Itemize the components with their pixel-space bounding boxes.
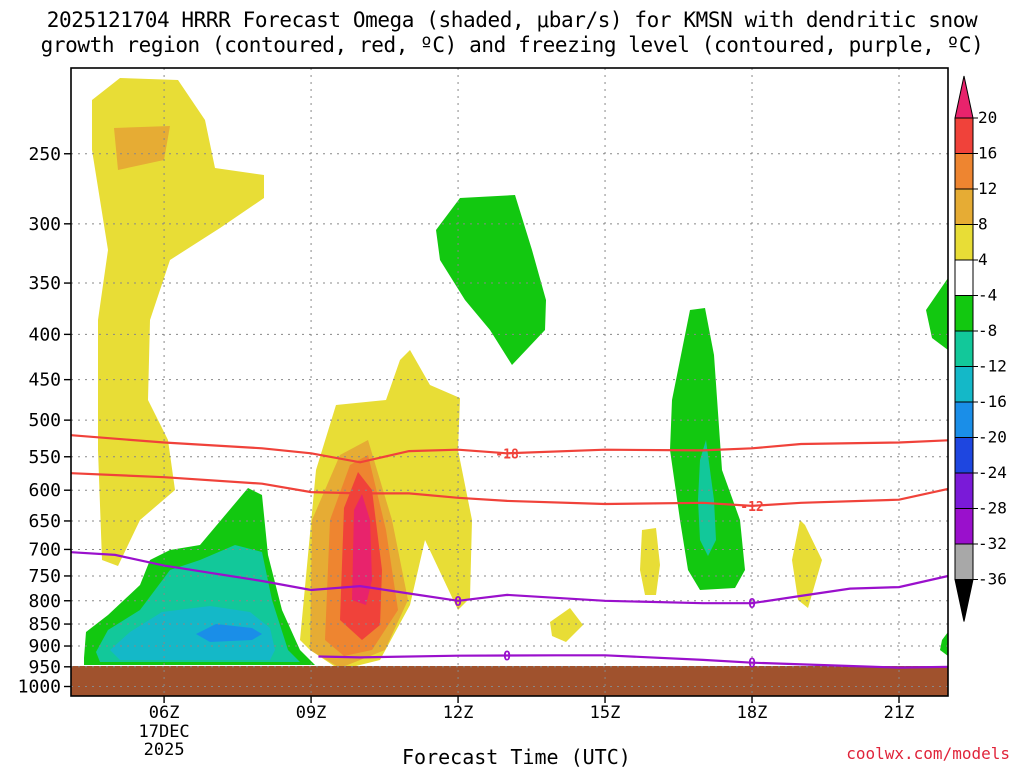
contour-label: 0 (503, 650, 511, 665)
colorbar-label: 20 (978, 108, 997, 127)
y-tick-label: 300 (28, 214, 61, 235)
colorbar-label: -24 (978, 463, 1007, 482)
x-date-label: 17DEC (138, 722, 189, 742)
colorbar-cell (954, 579, 974, 622)
chart-title: 2025121704 HRRR Forecast Omega (shaded, … (0, 8, 1024, 58)
chart-title-line2: growth region (contoured, red, ºC) and f… (40, 33, 984, 57)
y-tick-label: 850 (28, 614, 61, 635)
colorbar-label: -20 (978, 428, 1007, 447)
x-tick-label: 09Z (296, 703, 327, 723)
colorbar-cell (954, 259, 974, 296)
colorbar-label: -36 (978, 570, 1007, 589)
y-tick-label: 700 (28, 539, 61, 560)
contour-line (70, 434, 949, 464)
y-tick-label: 1000 (18, 677, 61, 698)
omega-region-neg12 (698, 440, 716, 556)
omega-region-neg20 (196, 624, 262, 642)
y-tick-label: 400 (28, 324, 61, 345)
y-axis-ticks: 2503003504004505005506006507007508008509… (18, 144, 71, 698)
contour-label: 0 (748, 657, 756, 672)
contour-labels: -18 -12 0 0 0 0 (454, 447, 764, 672)
contour-line (70, 551, 949, 605)
y-tick-label: 500 (28, 410, 61, 431)
contour-label: 0 (748, 597, 756, 612)
omega-region-20 (352, 494, 372, 605)
omega-region-4 (792, 520, 822, 608)
colorbar-label: -16 (978, 392, 1007, 411)
colorbar-cell (954, 366, 974, 403)
contour-label: 0 (454, 595, 462, 610)
omega-region-4 (92, 78, 264, 566)
y-tick-label: 250 (28, 144, 61, 165)
y-tick-label: 550 (28, 447, 61, 468)
ground-surface (71, 666, 948, 696)
colorbar: 20 16 12 8 4 -4 -8 -12 -16 -20 -24 -28 -32 -36 (954, 75, 1007, 622)
y-tick-label: 800 (28, 591, 61, 612)
colorbar-cell (954, 472, 974, 509)
colorbar-label: 8 (978, 215, 988, 234)
credit-link[interactable]: coolwx.com/models (846, 744, 1010, 763)
contour-line (70, 472, 949, 508)
omega-region-neg8 (670, 308, 745, 590)
colorbar-cell (954, 117, 974, 154)
colorbar-cell (954, 153, 974, 190)
colorbar-label: 16 (978, 144, 997, 163)
y-tick-label: 600 (28, 480, 61, 501)
omega-shading (84, 78, 948, 670)
colorbar-cell (954, 75, 974, 119)
y-tick-label: 950 (28, 657, 61, 678)
x-tick-label: 06Z (149, 703, 180, 723)
colorbar-label: -4 (978, 286, 997, 305)
colorbar-cell (954, 295, 974, 332)
colorbar-label: 4 (978, 250, 988, 269)
colorbar-label: 12 (978, 179, 997, 198)
omega-region-neg8 (436, 195, 546, 365)
y-tick-label: 450 (28, 370, 61, 391)
contour-line (318, 654, 949, 669)
omega-region-4 (640, 528, 660, 595)
omega-region-8 (114, 126, 170, 170)
plot-frame (70, 67, 949, 697)
colorbar-label: -8 (978, 321, 997, 340)
y-tick-label: 650 (28, 511, 61, 532)
contour-label: -12 (740, 500, 763, 515)
colorbar-cell (954, 508, 974, 545)
x-tick-label: 15Z (590, 703, 621, 723)
colorbar-cell (954, 330, 974, 367)
colorbar-cell (954, 543, 974, 580)
x-tick-label: 21Z (884, 703, 915, 723)
y-tick-label: 750 (28, 566, 61, 587)
colorbar-cell (954, 437, 974, 474)
colorbar-label: -12 (978, 357, 1007, 376)
x-tick-label: 18Z (737, 703, 768, 723)
omega-region-neg8 (940, 632, 948, 656)
contour-label: -18 (495, 447, 519, 462)
colorbar-cell (954, 188, 974, 225)
colorbar-label: -32 (978, 534, 1007, 553)
colorbar-label: -28 (978, 499, 1007, 518)
colorbar-cell (954, 401, 974, 438)
x-tick-label: 12Z (443, 703, 474, 723)
x-axis-label: Forecast Time (UTC) (402, 745, 631, 769)
x-date-label: 2025 (144, 740, 185, 760)
chart-title-line1: 2025121704 HRRR Forecast Omega (shaded, … (46, 8, 978, 32)
colorbar-cell (954, 224, 974, 261)
omega-region-neg8 (926, 278, 948, 350)
y-tick-label: 350 (28, 273, 61, 294)
y-tick-label: 900 (28, 636, 61, 657)
temperature-contours (70, 434, 949, 669)
omega-region-4 (550, 608, 583, 642)
